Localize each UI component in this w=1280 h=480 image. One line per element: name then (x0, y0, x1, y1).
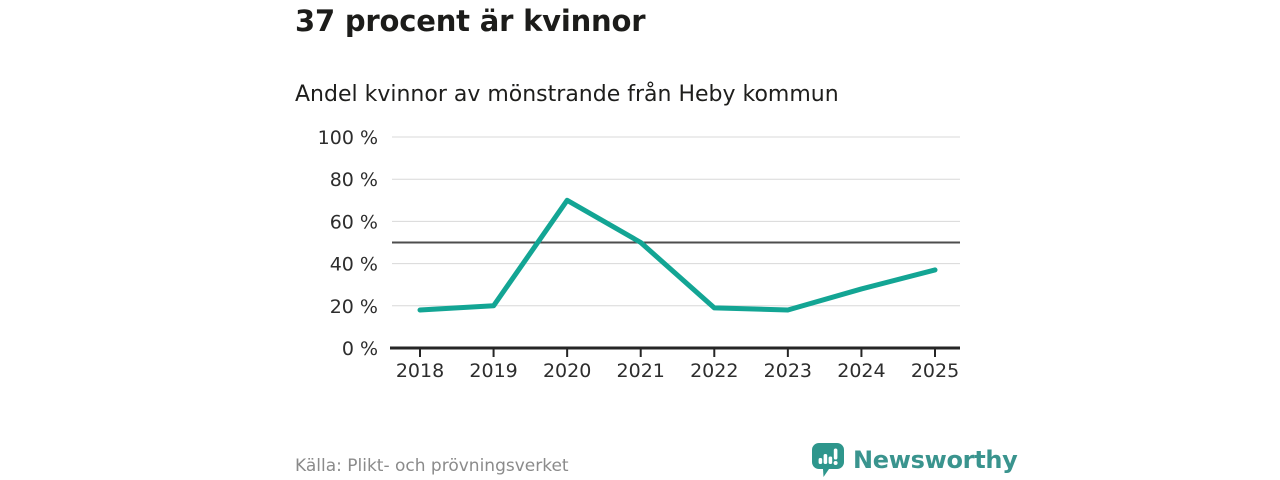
x-tick-label: 2024 (837, 360, 885, 382)
data-line (417, 197, 938, 313)
x-tick-label: 2022 (690, 360, 738, 382)
x-tick-label: 2021 (617, 360, 665, 382)
headline: 37 procent är kvinnor (295, 4, 646, 38)
source-note: Källa: Plikt- och prövningsverket (295, 456, 569, 476)
x-tick-label: 2023 (764, 360, 812, 382)
y-tick-label: 20 % (330, 296, 378, 318)
y-tick-label: 80 % (330, 169, 378, 191)
y-tick-label: 100 % (318, 127, 378, 149)
y-tick-label: 40 % (330, 254, 378, 276)
y-tick-label: 60 % (330, 211, 378, 233)
newsworthy-logo-text: Newsworthy (853, 446, 1018, 474)
newsworthy-logo-icon (812, 443, 844, 477)
x-tick-label: 2018 (396, 360, 444, 382)
x-tick-label: 2019 (469, 360, 517, 382)
x-tick-label: 2020 (543, 360, 591, 382)
y-tick-label: 0 % (342, 338, 378, 360)
newsworthy-logo: Newsworthy (811, 442, 1018, 478)
x-tick-label: 2025 (911, 360, 959, 382)
chart-subtitle: Andel kvinnor av mönstrande från Heby ko… (295, 82, 839, 107)
